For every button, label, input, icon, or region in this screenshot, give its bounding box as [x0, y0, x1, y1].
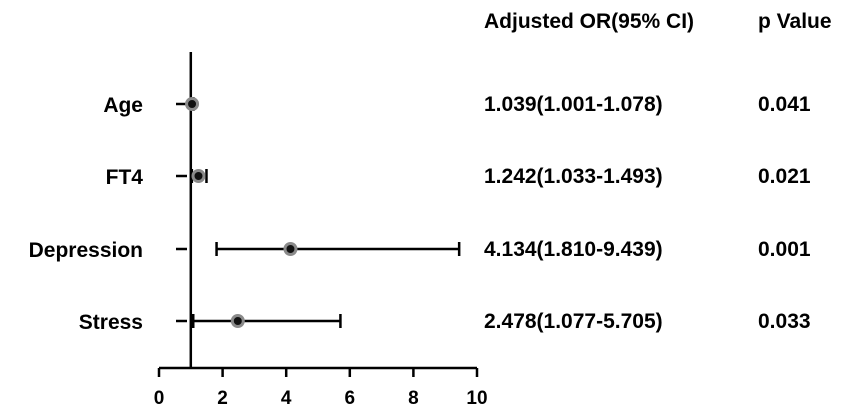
x-tick-label: 4 [281, 388, 292, 409]
or-point [230, 314, 245, 328]
or-value-text: 4.134(1.810-9.439) [484, 238, 663, 261]
or-point [185, 97, 200, 111]
row-label: FT4 [106, 166, 144, 189]
x-tick-label: 0 [154, 388, 165, 409]
x-tick-label: 10 [466, 388, 487, 409]
row-label: Stress [79, 311, 143, 334]
or-column-header: Adjusted OR(95% CI) [484, 10, 694, 33]
or-value-text: 1.242(1.033-1.493) [484, 165, 663, 188]
p-value-column-header: p Value [758, 10, 832, 33]
row-label: Age [103, 94, 143, 117]
or-value-text: 2.478(1.077-5.705) [484, 310, 663, 333]
p-value-text: 0.001 [758, 238, 811, 261]
x-tick-label: 8 [408, 388, 419, 409]
x-tick-label: 2 [217, 388, 228, 409]
p-value-text: 0.041 [758, 93, 811, 116]
p-value-text: 0.021 [758, 165, 811, 188]
p-value-text: 0.033 [758, 310, 811, 333]
or-value-text: 1.039(1.001-1.078) [484, 93, 663, 116]
row-label: Depression [29, 239, 143, 262]
or-point [191, 169, 206, 183]
x-tick-label: 6 [345, 388, 356, 409]
or-point [283, 242, 298, 256]
